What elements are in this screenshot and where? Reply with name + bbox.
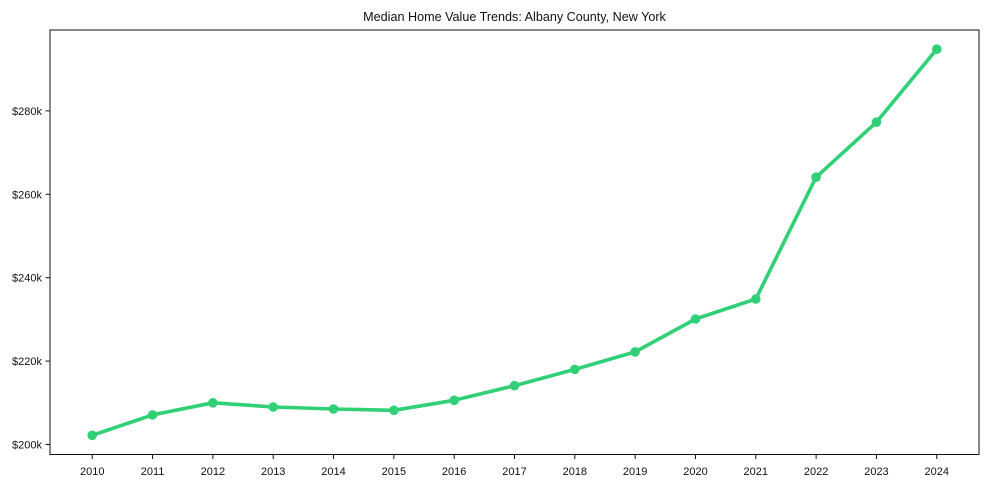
x-tick-label: 2024: [925, 466, 949, 478]
y-tick-label: $260k: [12, 189, 42, 201]
data-point-2019: [630, 347, 640, 357]
chart-title: Median Home Value Trends: Albany County,…: [363, 10, 666, 24]
x-tick-label: 2019: [623, 466, 647, 478]
plot-frame: [49, 29, 980, 455]
data-point-2017: [509, 380, 520, 391]
x-tick-label: 2015: [382, 466, 406, 478]
data-point-2010: [87, 430, 97, 441]
x-tick-label: 2018: [563, 466, 587, 478]
x-tick-label: 2012: [201, 466, 225, 478]
y-tick-label: $280k: [12, 106, 42, 118]
y-tick-label: $220k: [12, 356, 42, 368]
y-tick-label: $200k: [12, 439, 42, 451]
x-tick-label: 2020: [683, 466, 707, 478]
data-point-2022: [811, 172, 821, 182]
x-tick-label: 2014: [321, 466, 345, 478]
y-tick-label: $240k: [12, 273, 42, 285]
data-point-2015: [389, 405, 399, 416]
x-tick-label: 2010: [80, 466, 104, 478]
x-tick-label: 2022: [804, 466, 828, 478]
data-point-2013: [268, 402, 279, 412]
series-median-home-value: [87, 44, 942, 441]
data-point-2024: [932, 44, 942, 54]
data-point-2021: [751, 294, 761, 304]
data-point-2023: [871, 117, 882, 127]
x-tick-label: 2017: [502, 466, 526, 478]
x-tick-label: 2016: [442, 466, 466, 478]
data-point-2016: [449, 395, 460, 406]
axes: $200k $220k $240k $260k $280k 2010 2011 2012 201…: [12, 29, 980, 478]
x-tick-label: 2011: [141, 466, 165, 478]
data-point-2018: [570, 364, 580, 375]
data-point-2011: [147, 410, 158, 420]
data-point-2014: [328, 404, 339, 414]
x-tick-label: 2021: [744, 466, 768, 478]
data-point-2012: [208, 398, 218, 408]
data-point-2020: [690, 314, 701, 324]
x-tick-label: 2023: [864, 466, 888, 478]
x-tick-label: 2013: [261, 466, 285, 478]
